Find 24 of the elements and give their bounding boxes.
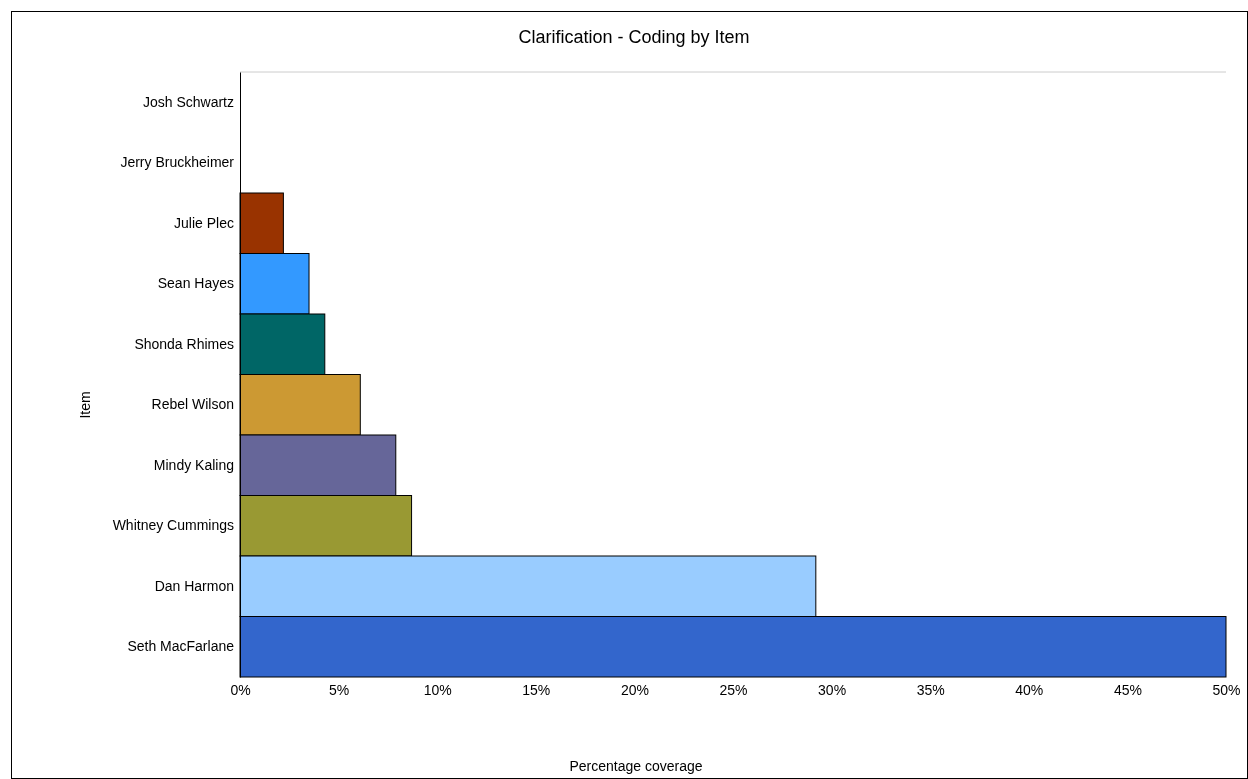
x-tick-label: 10%	[423, 681, 452, 698]
y-tick-label: Rebel Wilson	[151, 396, 234, 413]
y-axis-title: Item	[77, 391, 93, 419]
y-tick-label: Julie Plec	[174, 214, 234, 231]
y-tick-label: Mindy Kaling	[153, 456, 234, 473]
y-tick-label: Dan Harmon	[154, 577, 234, 594]
x-tick-label: 15%	[522, 681, 551, 698]
x-tick-label: 35%	[916, 681, 945, 698]
x-tick-label: 30%	[818, 681, 847, 698]
y-tick-label: Seth MacFarlane	[127, 638, 235, 655]
x-tick-label: 0%	[230, 681, 251, 698]
x-tick-label: 40%	[1015, 681, 1044, 698]
x-tick-label: 20%	[620, 681, 649, 698]
x-axis-title: Percentage coverage	[569, 758, 703, 774]
chart-title: Clarification - Coding by Item	[518, 27, 750, 47]
x-tick-label: 45%	[1113, 681, 1142, 698]
x-tick-label: 25%	[719, 681, 748, 698]
x-tick-label: 5%	[328, 681, 350, 698]
x-tick-label: 50%	[1212, 681, 1241, 698]
y-tick-label: Sean Hayes	[157, 275, 234, 292]
y-tick-label: Whitney Cummings	[112, 517, 234, 534]
y-tick-label: Josh Schwartz	[142, 93, 234, 110]
y-tick-label: Shonda Rhimes	[134, 335, 234, 352]
y-tick-label: Jerry Bruckheimer	[120, 154, 235, 171]
